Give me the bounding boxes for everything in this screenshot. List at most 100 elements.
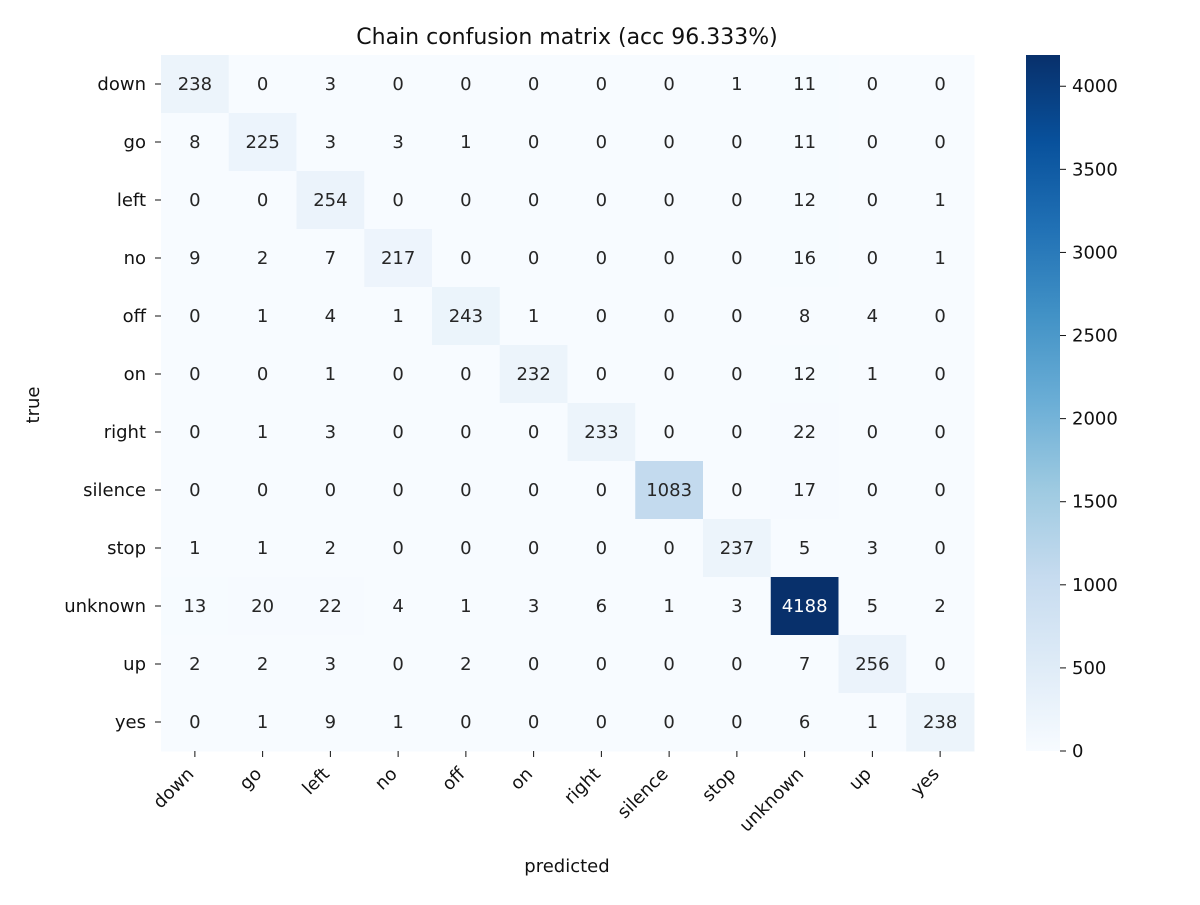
- heatmap-cell-value: 7: [799, 654, 810, 675]
- heatmap-cell-value: 1: [528, 306, 539, 327]
- heatmap-cell: [161, 113, 230, 172]
- heatmap-cell-value: 237: [720, 538, 754, 559]
- heatmap-cell-value: 0: [460, 538, 471, 559]
- heatmap-cell: [906, 461, 975, 520]
- heatmap-cell-value: 0: [460, 712, 471, 733]
- heatmap-cell: [499, 635, 568, 694]
- heatmap-cell: [296, 345, 365, 404]
- heatmap-cell: [296, 113, 365, 172]
- heatmap-cell: [703, 229, 772, 288]
- heatmap-cell: [567, 171, 636, 230]
- heatmap-cell-value: 8: [189, 132, 200, 153]
- heatmap-cell: [296, 229, 365, 288]
- heatmap-cell: [567, 461, 636, 520]
- heatmap-cell-value: 243: [449, 306, 483, 327]
- heatmap-cell: [161, 345, 230, 404]
- heatmap-cell-value: 0: [189, 480, 200, 501]
- heatmap-cell: [228, 113, 297, 172]
- x-tick-label: stop: [698, 764, 740, 806]
- heatmap-cell-value: 0: [392, 654, 403, 675]
- heatmap-cell-value: 11: [793, 132, 816, 153]
- heatmap-cell: [499, 403, 568, 462]
- heatmap-cell-value: 0: [189, 422, 200, 443]
- heatmap-cell-value: 4: [325, 306, 336, 327]
- heatmap-cell: [499, 519, 568, 578]
- heatmap-cell-value: 2: [257, 248, 268, 269]
- heatmap-cell-value: 0: [731, 654, 742, 675]
- heatmap-cell: [364, 693, 433, 752]
- heatmap-cell: [364, 113, 433, 172]
- heatmap-cell-value: 3: [325, 654, 336, 675]
- heatmap-cell-value: 0: [867, 480, 878, 501]
- heatmap-cell-value: 16: [793, 248, 816, 269]
- heatmap-cell: [499, 693, 568, 752]
- heatmap-cell: [364, 55, 433, 114]
- heatmap-cell-value: 1: [867, 364, 878, 385]
- heatmap-cell-value: 0: [460, 190, 471, 211]
- heatmap-cell-value: 0: [528, 654, 539, 675]
- heatmap-cell: [770, 345, 839, 404]
- heatmap-cell: [906, 693, 975, 752]
- heatmap-cell: [906, 577, 975, 636]
- y-axis-label: true: [23, 387, 44, 424]
- heatmap-cell: [770, 693, 839, 752]
- heatmap-cell-value: 1: [257, 306, 268, 327]
- heatmap-cell-value: 1: [257, 712, 268, 733]
- heatmap-cell-value: 0: [460, 248, 471, 269]
- heatmap-cell-value: 0: [867, 422, 878, 443]
- x-tick-label: silence: [613, 764, 672, 823]
- y-tick-label: stop: [107, 538, 146, 559]
- heatmap-cell: [499, 55, 568, 114]
- heatmap-cell-value: 0: [460, 364, 471, 385]
- heatmap-cell: [567, 229, 636, 288]
- heatmap-cell: [432, 693, 501, 752]
- heatmap-cell: [635, 171, 704, 230]
- heatmap-cell-value: 17: [793, 480, 816, 501]
- heatmap-cell: [228, 171, 297, 230]
- heatmap-cell: [703, 113, 772, 172]
- heatmap-cell: [703, 403, 772, 462]
- heatmap-cell-value: 3: [325, 74, 336, 95]
- heatmap-cell-value: 0: [392, 74, 403, 95]
- heatmap-cell-value: 4: [867, 306, 878, 327]
- heatmap-cell: [432, 577, 501, 636]
- heatmap-cell: [838, 693, 907, 752]
- heatmap-cell: [161, 461, 230, 520]
- heatmap-cell: [432, 635, 501, 694]
- heatmap-cell: [432, 461, 501, 520]
- heatmap-cell-value: 0: [596, 190, 607, 211]
- heatmap-cell: [432, 403, 501, 462]
- heatmap-cell: [838, 55, 907, 114]
- heatmap-cell-value: 0: [257, 74, 268, 95]
- heatmap-cell-value: 0: [189, 190, 200, 211]
- heatmap-cell-value: 0: [663, 654, 674, 675]
- heatmap-cell: [432, 287, 501, 346]
- y-tick-label: off: [123, 306, 147, 327]
- heatmap-cell-value: 0: [596, 74, 607, 95]
- colorbar-tick-label: 0: [1072, 741, 1083, 762]
- heatmap-cell-value: 22: [793, 422, 816, 443]
- heatmap-cell-value: 1: [663, 596, 674, 617]
- heatmap-cell-value: 0: [528, 422, 539, 443]
- heatmap-cell: [432, 171, 501, 230]
- heatmap-cell-value: 3: [325, 132, 336, 153]
- heatmap-cell: [296, 403, 365, 462]
- heatmap-cell: [499, 345, 568, 404]
- heatmap-cell: [770, 577, 839, 636]
- heatmap-cell-value: 0: [460, 74, 471, 95]
- heatmap-cell: [228, 229, 297, 288]
- x-tick-label: on: [506, 764, 537, 795]
- heatmap-cell: [635, 403, 704, 462]
- heatmap-cell: [703, 577, 772, 636]
- heatmap-cell: [770, 635, 839, 694]
- heatmap-cell-value: 0: [257, 190, 268, 211]
- heatmap-cell-value: 0: [189, 712, 200, 733]
- heatmap-cell: [567, 519, 636, 578]
- heatmap-cell: [499, 113, 568, 172]
- heatmap-cell-value: 0: [934, 480, 945, 501]
- heatmap-cell-value: 0: [731, 712, 742, 733]
- heatmap-cell-value: 0: [596, 364, 607, 385]
- heatmap-cell-value: 0: [934, 422, 945, 443]
- heatmap-cell: [228, 519, 297, 578]
- colorbar-tick-label: 3500: [1072, 159, 1118, 180]
